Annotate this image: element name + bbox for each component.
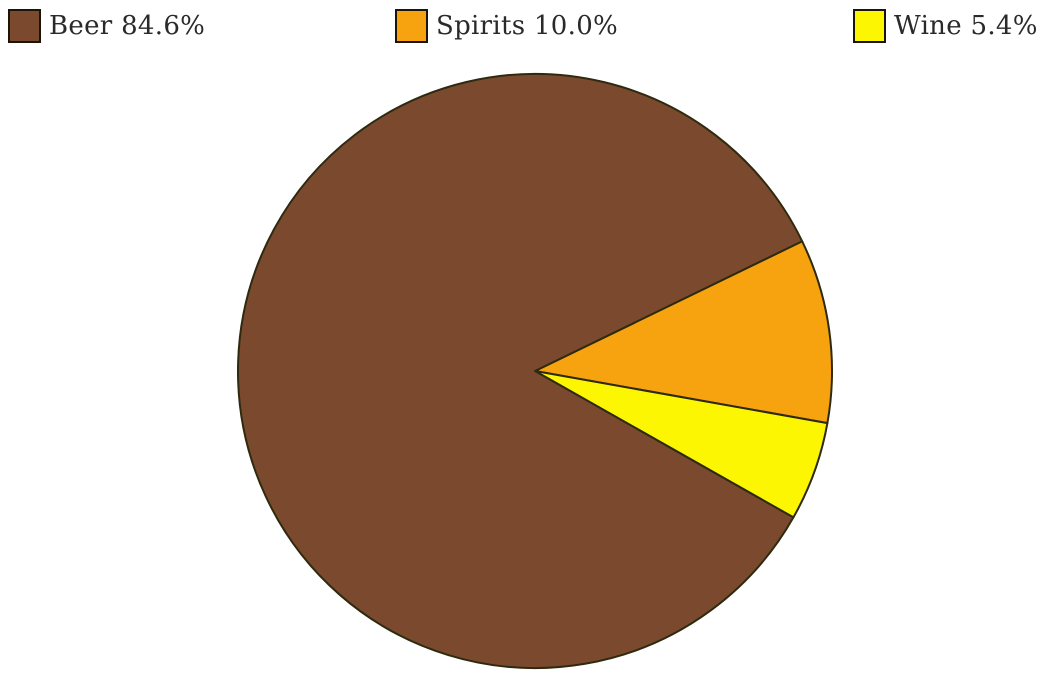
legend-label-wine: Wine 5.4% xyxy=(894,11,1038,41)
legend-item-spirits: Spirits 10.0% xyxy=(395,4,618,48)
legend-swatch-wine xyxy=(853,9,886,43)
legend-item-beer: Beer 84.6% xyxy=(8,4,205,48)
legend-swatch-beer xyxy=(8,9,41,43)
legend-item-wine: Wine 5.4% xyxy=(853,4,1038,48)
chart-legend: Beer 84.6% Spirits 10.0% Wine 5.4% xyxy=(0,4,1051,50)
legend-swatch-spirits xyxy=(395,9,428,43)
pie-slice-spirits xyxy=(534,240,833,425)
pie-slice-beer xyxy=(237,73,804,669)
legend-label-beer: Beer 84.6% xyxy=(49,11,206,41)
legend-label-spirits: Spirits 10.0% xyxy=(436,11,619,41)
